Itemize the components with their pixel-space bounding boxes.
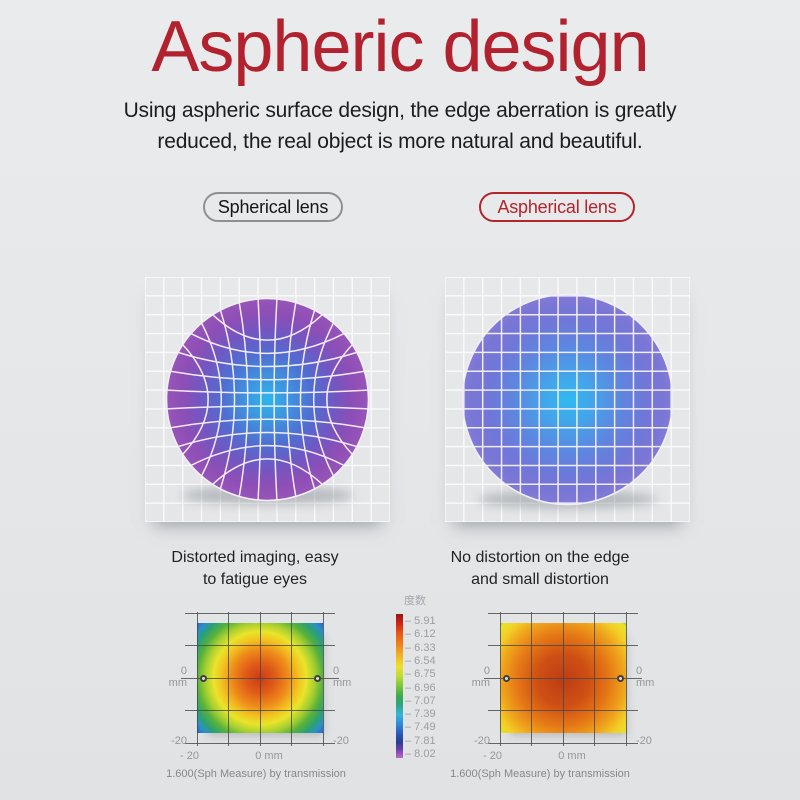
axis-unit-label: mm (636, 677, 655, 689)
aspherical-lens-grid-lines (462, 294, 673, 505)
axis-label-zero-right: 0 mm (636, 665, 674, 689)
heatmap-grid-line-horizontal (488, 742, 638, 744)
spherical-lens-circle (166, 298, 369, 501)
aspherical-caption-line-2: and small distortion (471, 571, 609, 588)
heatmap-grid-line-vertical (531, 612, 532, 746)
heatmap-grid-line-horizontal (181, 677, 339, 679)
legend-tick-label: – 6.33 (405, 641, 436, 654)
spherical-lens-caption: Distorted imaging, easy to fatigue eyes (115, 547, 395, 591)
heatmap-marker-dot (199, 674, 207, 682)
heatmap-grid-line-vertical (259, 612, 261, 746)
axis-zero-value: 0 (333, 665, 340, 677)
spherical-caption-line-2: to fatigue eyes (202, 571, 308, 588)
heatmap-grid-line-vertical (322, 612, 324, 746)
spherical-lens-panel (144, 276, 391, 523)
spherical-heatmap: 0 mm 0 mm -20 -20- 20 0 mm (169, 612, 351, 762)
axis-label-neg20-right: -20 (333, 735, 349, 747)
aspherical-lens-panel (444, 276, 691, 523)
subtitle: Using aspheric surface design, the edge … (0, 95, 800, 157)
heatmap-marker-dot (313, 674, 321, 682)
legend-tick-label: – 6.12 (405, 628, 436, 641)
legend-color-bar (396, 614, 403, 758)
axis-label-neg20-left: -20 (171, 735, 187, 747)
main-title: Aspheric design (151, 7, 649, 87)
legend-tick-label: – 6.54 (405, 654, 436, 667)
axis-label-zero-left: 0 mm (149, 665, 187, 689)
heatmap-grid-line-horizontal (488, 612, 638, 614)
axis-label-zero-right: 0 mm (333, 665, 371, 689)
axis-zero-value: 0 (636, 665, 643, 677)
legend-tick-label: – 7.81 (405, 734, 436, 747)
heatmap-grid-line-vertical (291, 612, 292, 746)
heatmap-grid-line-vertical (499, 612, 501, 746)
legend-tick-label: – 7.49 (405, 721, 436, 734)
spherical-lens-grid-lines (166, 298, 369, 501)
axis-zero-value: 0 (483, 665, 490, 677)
heatmap-grid-line-horizontal (185, 742, 335, 744)
badge-spherical-lens: Spherical lens (203, 192, 343, 222)
heatmap-grid-line-horizontal (185, 612, 335, 614)
axis-label-x-zero: 0 mm (558, 750, 586, 762)
heatmap-grid-line-vertical (228, 612, 229, 746)
axis-zero-value: 0 (180, 665, 187, 677)
heatmap-grid-line-vertical (594, 612, 595, 746)
aspherical-lens-circle (462, 294, 673, 505)
heatmap-grid-line-horizontal (488, 645, 638, 646)
axis-label-x-neg20: - 20 (180, 750, 199, 762)
heatmap-grid-line-horizontal (185, 645, 335, 646)
axis-label-zero-left: 0 mm (452, 665, 490, 689)
legend-title: 度数 (404, 595, 426, 607)
spherical-heatmap-caption: 1.600(Sph Measure) by transmission (166, 768, 346, 780)
heatmap-grid-line-vertical (196, 612, 198, 746)
aspherical-lens-caption: No distortion on the edge and small dist… (400, 547, 680, 591)
heatmap-grid-line-horizontal (488, 710, 638, 711)
legend-tick-label: – 6.75 (405, 668, 436, 681)
subtitle-line-2: reduced, the real object is more natural… (157, 130, 643, 153)
lens-outline (165, 297, 370, 502)
axis-label-neg20-right: -20 (636, 735, 652, 747)
axis-unit-label: mm (471, 677, 490, 689)
legend-tick-label: – 7.39 (405, 708, 436, 721)
spherical-caption-line-1: Distorted imaging, easy (171, 549, 339, 566)
heatmap-grid-line-vertical (625, 612, 627, 746)
legend-tick-label: – 5.91 (405, 615, 436, 627)
axis-label-neg20-left: -20 (474, 735, 490, 747)
aspherical-heatmap: 0 mm 0 mm -20 -20- 20 0 mm (472, 612, 654, 762)
legend-tick-label: – 7.07 (405, 694, 436, 707)
heatmap-grid-line-horizontal (185, 710, 335, 711)
heatmap-grid-line-horizontal (484, 677, 642, 679)
heatmap-marker-dot (616, 674, 624, 682)
aspherical-heatmap-caption: 1.600(Sph Measure) by transmission (450, 768, 630, 780)
spherical-lens-illustration (144, 276, 391, 523)
heatmap-marker-dot (502, 674, 510, 682)
badge-aspherical-lens: Aspherical lens (479, 192, 635, 222)
lens-outline (461, 293, 674, 506)
axis-unit-label: mm (333, 677, 352, 689)
heatmap-grid-line-vertical (562, 612, 564, 746)
legend-tick-label: – 6.96 (405, 681, 436, 694)
color-scale-legend: 度数 – 5.91– 6.12– 6.33– 6.54– 6.75– 6.96–… (393, 592, 441, 772)
legend-tick-label: – 8.02 (405, 748, 436, 760)
subtitle-line-1: Using aspheric surface design, the edge … (123, 99, 677, 122)
axis-label-x-zero: 0 mm (255, 750, 283, 762)
aspherical-lens-illustration (444, 276, 691, 523)
axis-unit-label: mm (168, 677, 187, 689)
aspherical-caption-line-1: No distortion on the edge (450, 549, 630, 566)
axis-label-x-neg20: - 20 (483, 750, 502, 762)
